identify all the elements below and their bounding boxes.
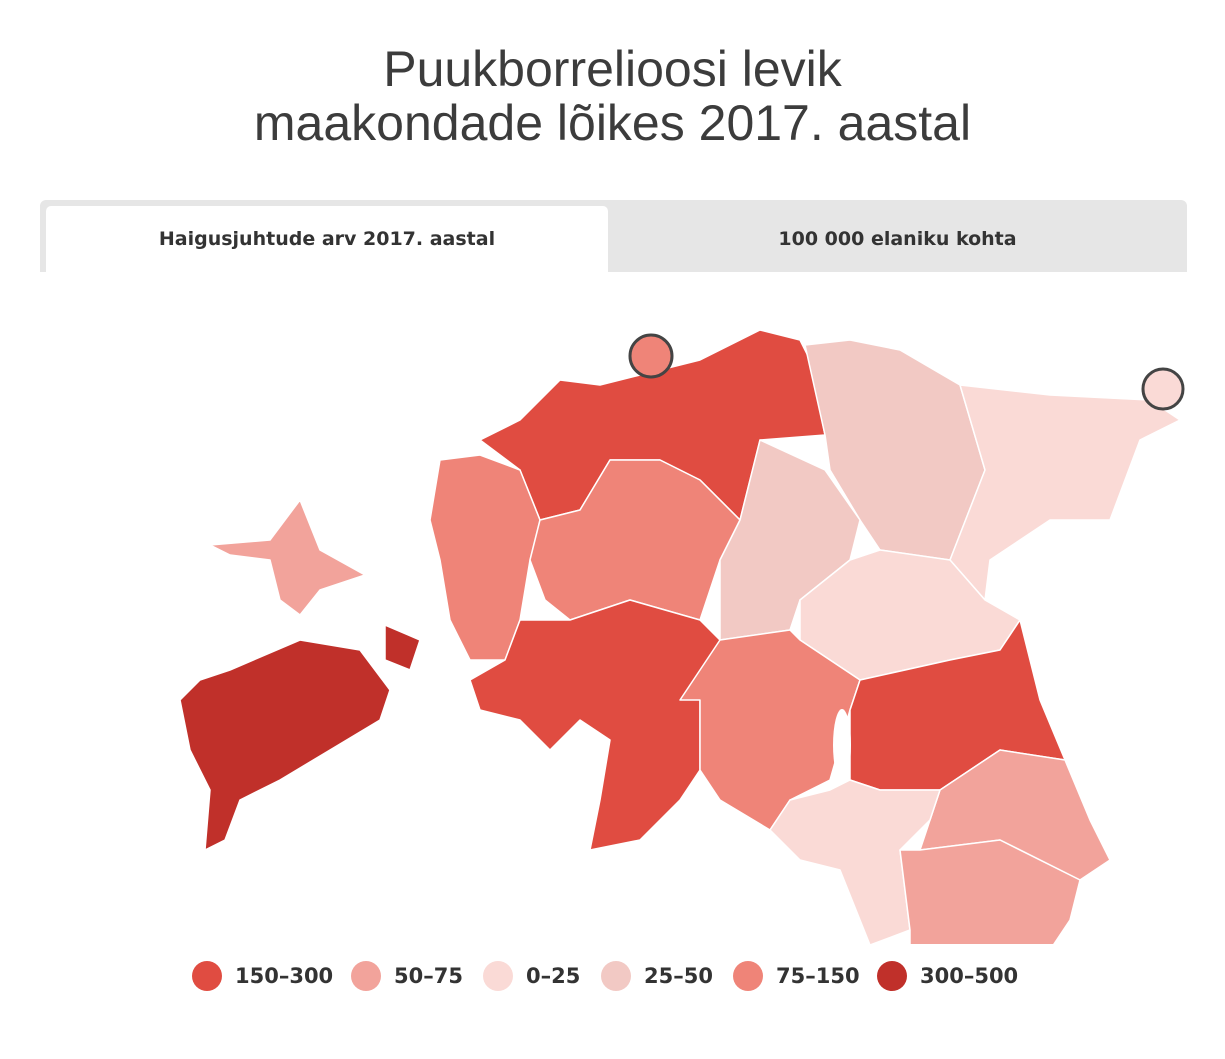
legend-swatch <box>733 961 763 991</box>
tab[interactable]: Haigusjuhtude arv 2017. aastal <box>46 206 608 272</box>
region <box>469 599 721 851</box>
region <box>209 499 366 616</box>
legend-swatch <box>351 961 381 991</box>
legend-swatch <box>483 961 513 991</box>
region <box>949 384 1181 601</box>
legend-swatch <box>601 961 631 991</box>
city-marker <box>628 333 674 379</box>
legend-label: 300–500 <box>920 964 1018 988</box>
region <box>179 639 391 851</box>
title-line: Puukborrelioosi levik <box>383 41 842 97</box>
region <box>919 749 1111 881</box>
legend-label: 150–300 <box>235 964 333 988</box>
legend-swatch <box>192 961 222 991</box>
region <box>769 779 941 944</box>
title-line: maakondade lõikes 2017. aastal <box>253 95 972 151</box>
legend-swatch <box>877 961 907 991</box>
lake <box>833 709 851 781</box>
map-regions <box>179 329 1181 944</box>
legend: 150–300 50–75 0–25 25–50 75–150 300–500 <box>192 961 1018 991</box>
tab-bar: Haigusjuhtude arv 2017. aastal 100 000 e… <box>40 200 1187 272</box>
region <box>899 839 1081 944</box>
legend-label: 0–25 <box>526 964 580 988</box>
tab[interactable]: 100 000 elaniku kohta <box>778 228 1017 250</box>
title: Puukborrelioosi levik maakondade lõikes … <box>0 42 1225 150</box>
legend-label: 75–150 <box>776 964 860 988</box>
legend-label: 50–75 <box>394 964 463 988</box>
region <box>384 624 421 671</box>
city-marker <box>1141 367 1185 411</box>
legend-label: 25–50 <box>644 964 713 988</box>
